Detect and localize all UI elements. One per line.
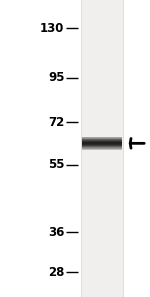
Bar: [82, 140, 122, 141]
Bar: [82, 145, 122, 146]
Text: 95: 95: [48, 72, 64, 84]
Text: 55: 55: [48, 159, 64, 171]
Text: 72: 72: [48, 116, 64, 129]
Bar: [82, 140, 122, 141]
Bar: [82, 141, 122, 142]
Text: 28: 28: [48, 266, 64, 279]
Bar: [82, 147, 122, 148]
Bar: [82, 144, 122, 145]
Text: 130: 130: [40, 21, 64, 34]
Bar: [82, 147, 122, 148]
Bar: [82, 148, 122, 149]
Bar: [82, 146, 122, 147]
Bar: [81, 0, 123, 297]
Bar: [82, 139, 122, 140]
Bar: [82, 138, 122, 139]
Bar: [82, 142, 122, 143]
Bar: [82, 143, 122, 144]
Text: 36: 36: [48, 226, 64, 239]
Bar: [82, 143, 122, 144]
Bar: [82, 137, 122, 138]
Bar: [82, 146, 122, 147]
Bar: [82, 138, 122, 139]
Bar: [82, 149, 122, 150]
Bar: [82, 144, 122, 145]
Bar: [82, 145, 122, 146]
Bar: [82, 142, 122, 143]
Bar: [82, 141, 122, 142]
